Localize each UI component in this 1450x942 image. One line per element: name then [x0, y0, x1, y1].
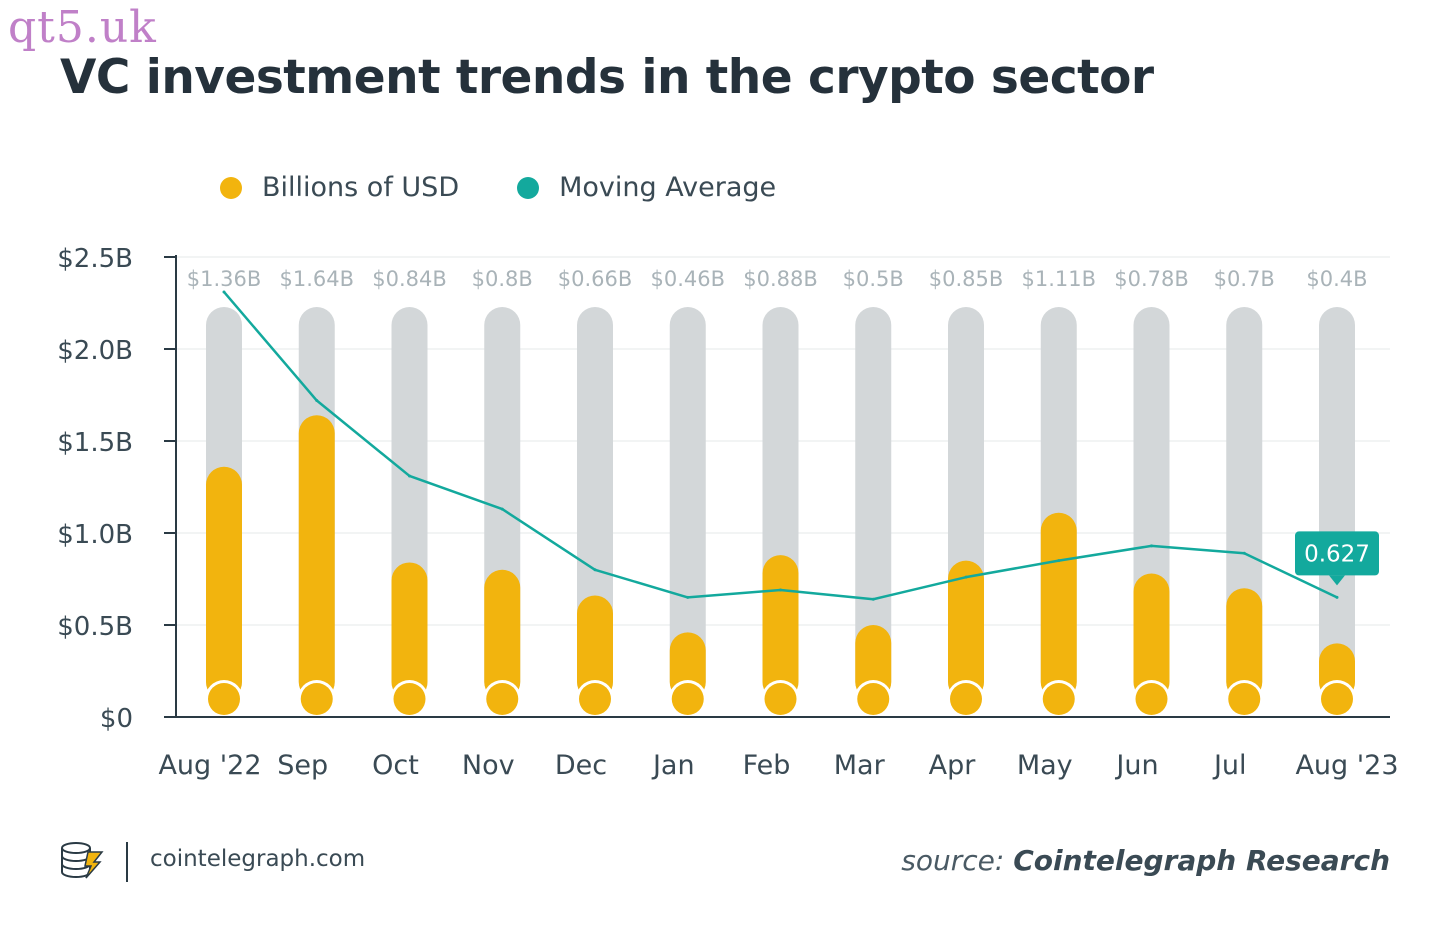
x-tick-label: Apr — [929, 750, 977, 781]
legend-item-moving-average: Moving Average — [517, 172, 776, 203]
moving-average-point — [1242, 551, 1246, 555]
moving-average-point — [408, 474, 411, 478]
y-tick-label: $2.0B — [57, 336, 133, 366]
bar-track — [1319, 307, 1355, 700]
x-tick-label: Jan — [651, 750, 695, 781]
bar — [1226, 588, 1263, 700]
legend-dot-moving-average — [517, 176, 540, 199]
bar-base-dot — [393, 683, 426, 715]
source-prefix: source: — [901, 844, 1005, 877]
bar-base-dot — [764, 683, 797, 715]
y-tick-label: $0.5B — [57, 612, 133, 642]
bar-value-label: $1.11B — [1021, 267, 1096, 291]
bar-value-label: $0.84B — [372, 267, 447, 291]
x-tick-label: Aug '22 — [158, 750, 261, 781]
moving-average-point — [593, 568, 597, 572]
bar-value-label: $0.46B — [650, 267, 725, 291]
bar-base-dot — [1135, 683, 1168, 715]
bar — [762, 555, 799, 700]
x-tick-label: Dec — [555, 750, 607, 781]
bar-base-dot — [1321, 683, 1353, 715]
bar-value-label: $1.36B — [187, 267, 262, 291]
moving-average-point — [222, 290, 226, 294]
moving-average-point — [315, 399, 319, 403]
bar — [948, 560, 984, 700]
bar-value-label: $0.85B — [929, 267, 1004, 291]
moving-average-point — [1057, 559, 1061, 563]
bar-base-dot — [208, 683, 240, 715]
cointelegraph-logo-icon — [61, 842, 104, 879]
legend: Billions of USD Moving Average — [220, 172, 834, 203]
bar-base-dot — [1228, 683, 1261, 715]
annotation-label: 0.627 — [1304, 541, 1370, 567]
bar — [298, 415, 335, 700]
bar-base-dot — [950, 683, 982, 715]
bar-base-dot — [579, 683, 611, 715]
bar-value-label: $1.64B — [279, 267, 354, 291]
x-tick-label: Aug '23 — [1295, 750, 1398, 781]
bar-value-label: $0.5B — [843, 267, 904, 291]
bar-value-label: $0.8B — [472, 267, 533, 291]
x-tick-label: Oct — [372, 750, 419, 781]
bar-value-label: $0.78B — [1114, 267, 1189, 291]
moving-average-point — [779, 588, 782, 592]
bar — [1133, 573, 1170, 700]
bar-value-label: $0.4B — [1306, 267, 1367, 291]
x-tick-label: Jul — [1212, 750, 1247, 781]
legend-dot-billions — [220, 176, 242, 199]
y-tick-label: $1.5B — [57, 428, 133, 458]
bar — [391, 562, 428, 700]
bar — [855, 625, 892, 700]
bar-base-dot — [671, 683, 704, 715]
source-name: Cointelegraph Research — [1013, 844, 1390, 877]
y-tick-label: $1.0B — [57, 520, 133, 550]
bar-base-dot — [1042, 683, 1075, 715]
footer-site: cointelegraph.com — [150, 846, 366, 872]
bar — [577, 595, 613, 700]
y-tick-label: $2.5B — [57, 244, 133, 274]
moving-average-point — [871, 597, 875, 601]
footer-divider — [126, 842, 128, 882]
bar-value-label: $0.88B — [743, 267, 818, 291]
moving-average-point — [1150, 544, 1153, 548]
x-tick-label: May — [1017, 750, 1073, 781]
bar-base-dot — [486, 683, 519, 715]
bar-track — [669, 307, 706, 700]
x-tick-label: Mar — [834, 750, 886, 781]
source-credit: source: Cointelegraph Research — [901, 844, 1390, 877]
x-tick-label: Jun — [1114, 750, 1158, 781]
moving-average-point — [686, 595, 690, 599]
bar — [206, 466, 242, 700]
bar-base-dot — [300, 683, 333, 715]
x-tick-label: Nov — [462, 750, 515, 781]
bar — [484, 569, 521, 700]
y-tick-label: $0 — [100, 704, 133, 734]
moving-average-point — [1335, 595, 1339, 599]
chart-title: VC investment trends in the crypto secto… — [60, 50, 1154, 105]
watermark: qt5.uk — [8, 2, 157, 53]
bar-value-label: $0.7B — [1214, 267, 1275, 291]
legend-item-billions: Billions of USD — [220, 172, 459, 203]
bar — [1040, 512, 1077, 700]
bar-track — [855, 307, 892, 700]
legend-label-billions: Billions of USD — [262, 172, 460, 203]
moving-average-point — [964, 575, 968, 579]
annotation-pointer — [1329, 575, 1345, 586]
x-tick-label: Feb — [743, 750, 791, 781]
moving-average-point — [500, 507, 504, 511]
annotation-box — [1295, 531, 1379, 576]
bar-base-dot — [857, 683, 890, 715]
legend-label-moving-average: Moving Average — [559, 172, 777, 203]
bar-value-label: $0.66B — [558, 267, 633, 291]
x-tick-label: Sep — [277, 750, 328, 781]
